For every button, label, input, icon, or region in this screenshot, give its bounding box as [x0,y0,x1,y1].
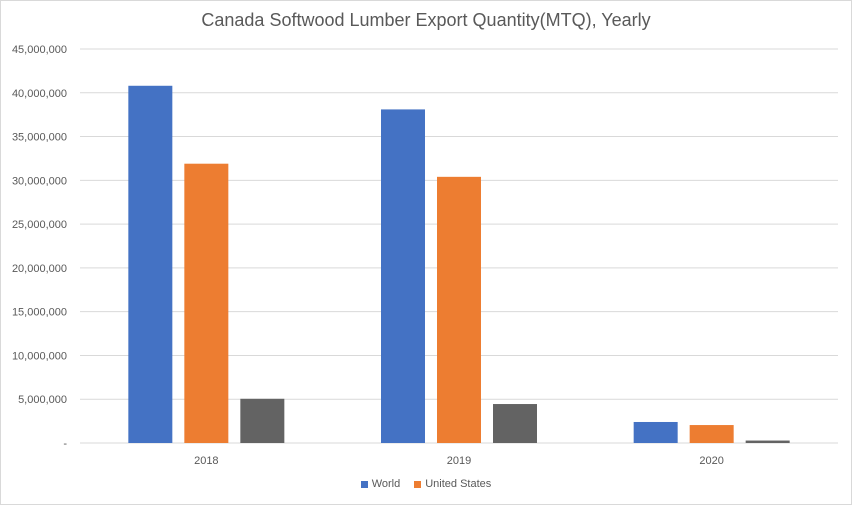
bar-series-3-2019[interactable] [493,404,537,443]
legend-label-united-states: United States [425,478,492,490]
bar-series-3-2020[interactable] [745,440,790,443]
y-tick-label: 30,000,000 [12,175,67,187]
y-tick-label: 35,000,000 [12,132,67,144]
y-tick-label: 10,000,000 [12,350,67,362]
legend-label-world: World [371,478,401,490]
legend-swatch-united-states [414,480,422,488]
bar-united-states-2020[interactable] [689,425,734,443]
y-tick-label: 45,000,000 [12,44,67,56]
bar-united-states-2019[interactable] [437,176,481,443]
y-tick-label: 40,000,000 [12,88,67,100]
y-tick-label: 5,000,000 [18,394,67,406]
x-tick-label: 2019 [447,455,471,467]
bar-series-3-2018[interactable] [240,398,285,443]
legend-item-united-states[interactable]: United States [414,478,491,490]
bars [128,85,790,444]
chart-title: Canada Softwood Lumber Export Quantity(M… [201,10,651,30]
y-axis-ticks: - 5,000,000 10,000,000 15,000,000 20,000,000… [12,44,67,450]
bar-world-2020[interactable] [633,421,678,443]
legend-item-world[interactable]: World [360,478,401,490]
bar-world-2018[interactable] [128,85,173,444]
x-tick-label: 2020 [699,455,723,467]
y-tick-label: 15,000,000 [12,307,67,319]
legend-swatch-world [360,480,368,488]
legend: World United States [0,478,852,490]
x-tick-label: 2018 [194,455,218,467]
y-tick-label: 20,000,000 [12,263,67,275]
bar-united-states-2018[interactable] [184,163,229,443]
bar-world-2019[interactable] [381,109,425,443]
y-tick-label: 25,000,000 [12,219,67,231]
y-tick-label: - [63,438,67,450]
x-axis-ticks: 2018 2019 2020 [194,455,724,467]
